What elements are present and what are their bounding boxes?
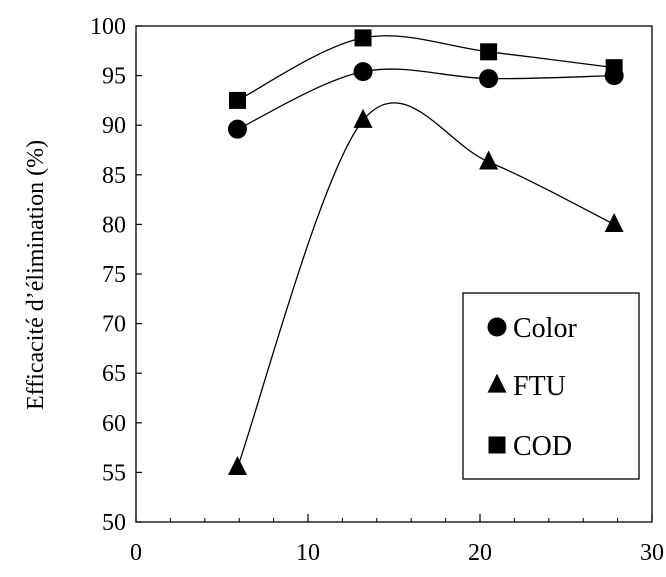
data-point-ftu [353, 108, 373, 128]
data-point-color [353, 62, 373, 82]
legend-label-ftu: FTU [513, 371, 566, 402]
y-tick-label: 85 [102, 163, 126, 189]
data-point-color [479, 69, 499, 89]
series-line-ftu [236, 102, 615, 468]
y-tick-label: 75 [102, 262, 126, 288]
y-tick-label: 60 [102, 411, 126, 437]
y-tick-label: 65 [102, 361, 126, 387]
y-tick-label: 80 [102, 212, 126, 238]
data-point-ftu [227, 456, 247, 476]
x-tick-label: 0 [130, 540, 142, 566]
data-point-ftu [479, 150, 499, 170]
legend-label-cod: COD [513, 431, 572, 462]
y-tick-label: 55 [102, 460, 126, 486]
series-line-color [237, 68, 615, 130]
y-tick-label: 95 [102, 64, 126, 90]
data-point-ftu [604, 213, 624, 232]
x-tick-label: 10 [296, 540, 320, 566]
legend-marker-cod [488, 436, 506, 454]
x-tick-label: 20 [468, 540, 492, 566]
data-point-cod [354, 29, 372, 47]
y-axis-label: Efficacité d’élimination (%) [23, 140, 49, 410]
data-point-cod [605, 59, 623, 77]
data-point-color [227, 119, 247, 139]
legend-marker-ftu [487, 373, 507, 393]
y-tick-label: 50 [102, 510, 126, 536]
data-point-cod [480, 43, 498, 61]
series-line-cod [237, 35, 615, 101]
legend-label-color: Color [513, 313, 577, 344]
data-point-cod [228, 91, 246, 109]
y-tick-label: 100 [90, 14, 126, 40]
y-tick-label: 70 [102, 312, 126, 338]
legend-marker-color [487, 317, 507, 337]
y-tick-label: 90 [102, 113, 126, 139]
x-tick-label: 30 [640, 540, 664, 566]
